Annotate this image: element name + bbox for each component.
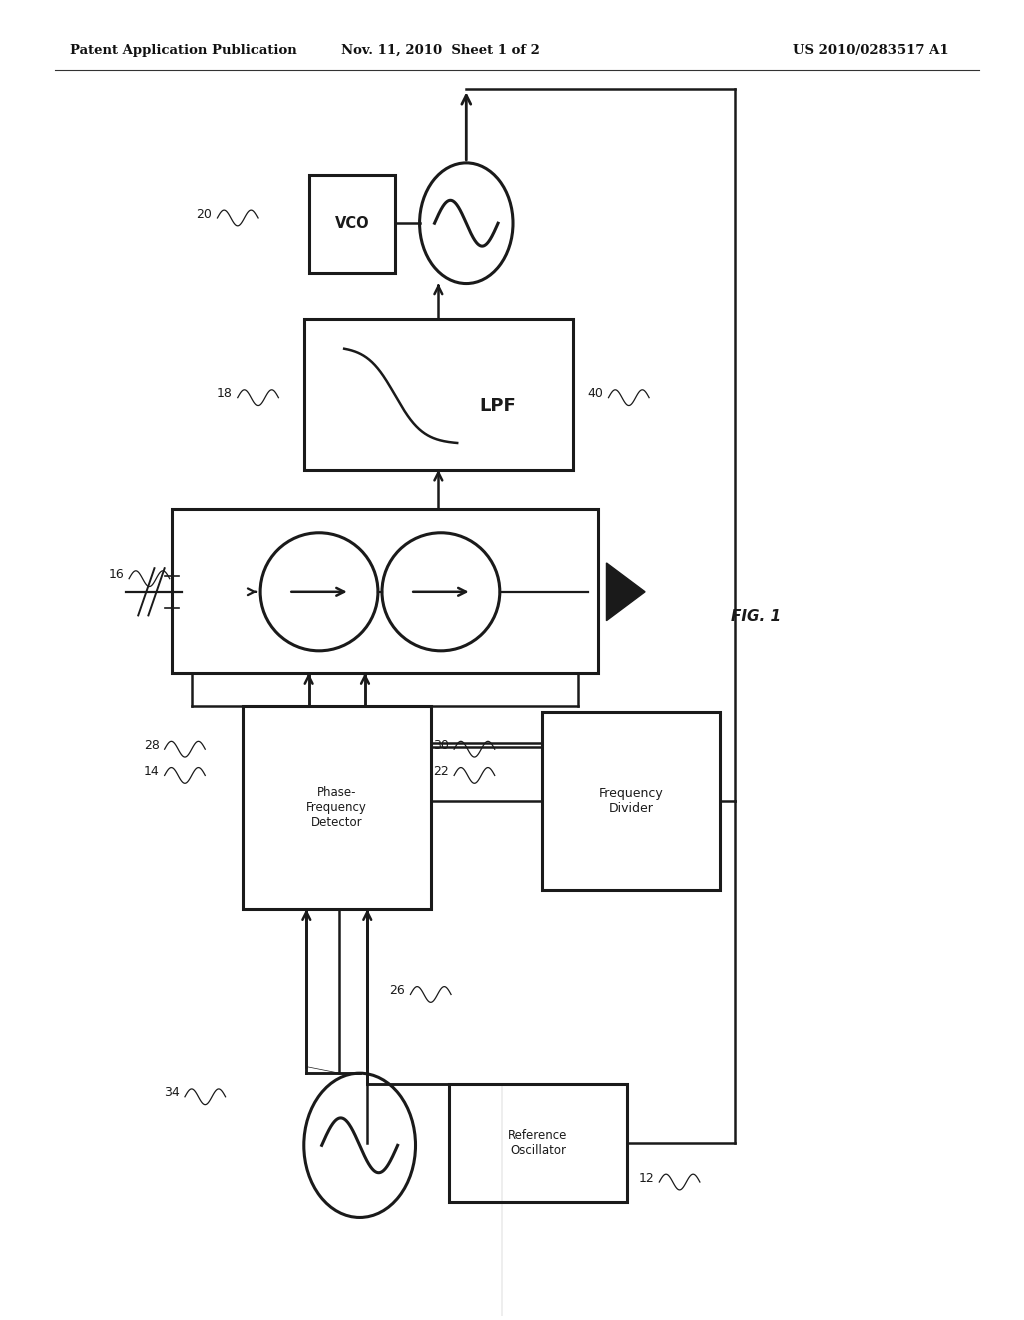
Text: 14: 14 [143,766,160,777]
Text: Reference
Oscillator: Reference Oscillator [508,1129,567,1156]
Text: 26: 26 [389,983,406,997]
Text: LPF: LPF [479,397,516,416]
Text: 30: 30 [433,739,450,752]
Text: Nov. 11, 2010  Sheet 1 of 2: Nov. 11, 2010 Sheet 1 of 2 [341,44,541,57]
Text: FIG. 1: FIG. 1 [731,609,781,623]
Bar [450,1084,627,1201]
Text: US 2010/0283517 A1: US 2010/0283517 A1 [794,44,949,57]
Bar [309,174,395,273]
Text: 12: 12 [638,1172,654,1184]
Bar [304,319,573,470]
Text: 40: 40 [588,387,603,400]
Text: Patent Application Publication: Patent Application Publication [71,44,297,57]
Text: 34: 34 [164,1086,180,1100]
Text: 18: 18 [217,387,232,400]
Text: 16: 16 [109,568,124,581]
Bar [172,510,598,673]
Text: VCO: VCO [335,216,370,231]
Bar [543,713,720,890]
Text: Frequency
Divider: Frequency Divider [599,787,664,814]
Text: Phase-
Frequency
Detector: Phase- Frequency Detector [306,787,368,829]
Bar [243,706,431,909]
Text: 22: 22 [433,766,450,777]
Polygon shape [606,562,645,620]
Text: 20: 20 [197,207,212,220]
Text: 28: 28 [143,739,160,752]
